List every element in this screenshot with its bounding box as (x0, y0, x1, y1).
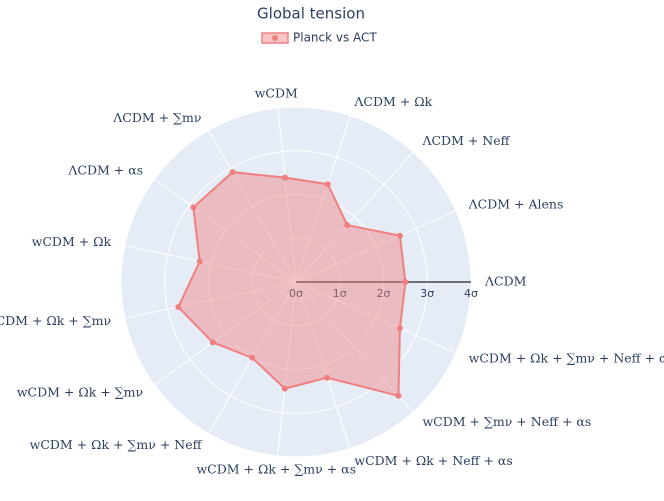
spoke (277, 281, 297, 457)
radar-point (190, 204, 197, 211)
radar-point (344, 222, 351, 229)
radar-point (324, 374, 331, 381)
r-tick-label: 1σ (333, 287, 347, 300)
category-label: ΛCDM + ∑mν (112, 110, 201, 125)
category-label: wCDM + Ωk + ∑mν + Neff + αs (469, 350, 664, 365)
radar-point (396, 325, 403, 332)
category-label: wCDM + Ωk + ∑mν + Neff (30, 437, 203, 452)
spoke (124, 245, 297, 283)
category-label: wCDM + Ωk + ∑mν (17, 385, 143, 400)
category-label: ΛCDM + Ωk + ∑mν (0, 313, 111, 328)
r-tick-label: 3σ (420, 287, 434, 300)
spoke (154, 178, 297, 283)
radar-point (209, 339, 216, 346)
category-label: ΛCDM + αs (67, 162, 143, 177)
category-label: wCDM + Ωk + Neff + αs (354, 453, 512, 468)
spoke (295, 281, 414, 413)
radar-area (177, 171, 407, 398)
legend-marker (272, 35, 278, 41)
radar-point (395, 392, 402, 399)
category-label: wCDM + ∑mν + Neff + αs (422, 414, 591, 429)
r-tick-label: 4σ (464, 287, 478, 300)
radar-point (396, 232, 403, 239)
category-label: wCDM + Ωk (32, 234, 112, 249)
category-label: ΛCDM (484, 274, 527, 289)
radar-point (175, 304, 182, 311)
spoke (124, 281, 297, 319)
radar-point (196, 258, 203, 265)
chart-title: Global tension (257, 5, 365, 23)
category-label: wCDM + Ωk + ∑mν + αs (196, 461, 356, 476)
radar-point (249, 354, 256, 361)
radar-point (281, 385, 288, 392)
spoke (295, 115, 351, 283)
category-label: ΛCDM + Neff (421, 133, 510, 148)
spoke (208, 130, 297, 283)
category-label: wCDM (255, 86, 298, 101)
category-label: ΛCDM + Alens (468, 197, 564, 212)
spoke (295, 151, 414, 283)
spoke (154, 281, 297, 386)
category-label: ΛCDM + Ωk (353, 94, 432, 109)
spoke (295, 281, 351, 449)
radar-point (229, 169, 236, 176)
spoke (295, 281, 457, 354)
radar-point (402, 279, 409, 285)
legend-label: Planck vs ACT (293, 31, 377, 45)
spoke (295, 210, 457, 283)
r-tick-label: 0σ (289, 287, 303, 300)
radar-point (282, 174, 289, 181)
spoke (277, 107, 297, 283)
radar-point (324, 181, 331, 188)
r-tick-label: 2σ (377, 287, 391, 300)
